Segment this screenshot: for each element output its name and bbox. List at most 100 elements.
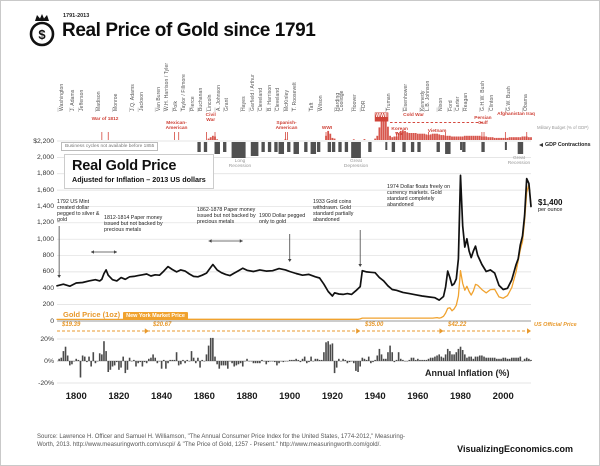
annotation-1792-mint: 1792 US Mint created dollar pegged to si… (57, 199, 100, 224)
inflation-bar (165, 361, 167, 369)
inflation-bar (105, 351, 107, 361)
inflation-bar (252, 361, 255, 364)
inflation-bar (453, 354, 455, 361)
military-budget-bar (382, 113, 385, 140)
recession-bar (261, 142, 265, 152)
inflation-bar (478, 355, 481, 361)
military-budget-bar (461, 136, 464, 140)
inflation-bar (461, 350, 464, 361)
annotation-1862-paper-money: 1862-1878 Paper money issued but not bac… (197, 207, 256, 226)
inflation-bar (143, 361, 146, 363)
inflation-bar (141, 361, 144, 367)
recession-bar (231, 142, 246, 158)
inflation-bar (205, 354, 208, 361)
inflation-bar (77, 359, 80, 361)
inflation-bar (86, 361, 88, 363)
inflation-bar (297, 359, 300, 361)
military-budget-bar (376, 135, 379, 140)
coin-icon: $ (25, 12, 59, 53)
inflation-bar (94, 361, 97, 364)
inflation-bar (128, 357, 131, 361)
inflation-bar (278, 361, 280, 364)
military-budget-bar (510, 137, 513, 140)
inflation-bar (254, 361, 257, 364)
inflation-bar (483, 356, 485, 361)
military-budget-bar (431, 133, 434, 140)
inflation-bar (470, 356, 473, 361)
military-budget-bar (442, 135, 445, 140)
inflation-bar (438, 354, 440, 361)
recession-bar (417, 142, 421, 152)
military-budget-bar (515, 137, 517, 140)
recession-bar (250, 142, 259, 156)
inflation-bar (431, 357, 434, 361)
military-budget-bar (523, 136, 526, 140)
price-callout-unit: per ounce (538, 207, 563, 214)
recession-bar (274, 142, 278, 152)
military-budget-bar (519, 137, 522, 140)
inflation-bar (387, 352, 389, 361)
inflation-bar (156, 361, 159, 364)
inflation-bar (410, 357, 413, 361)
official-price-arrow (439, 328, 444, 334)
inflation-bar (152, 354, 154, 361)
inflation-bar (239, 361, 242, 364)
inflation-bar (496, 358, 498, 361)
inflation-bar (419, 359, 421, 361)
annotation-arrowhead (358, 264, 362, 267)
military-budget-bar (207, 138, 210, 140)
military-budget-bar (333, 138, 336, 140)
inflation-bar (58, 358, 60, 361)
military-budget-bar (502, 137, 505, 140)
inflation-bar (207, 345, 210, 361)
inflation-bar (122, 356, 124, 361)
inflation-bar (98, 353, 101, 361)
inflation-bar (440, 356, 443, 361)
inflation-bar (329, 344, 332, 361)
military-budget-bar (404, 130, 406, 140)
recession-bar (316, 142, 321, 152)
inflation-bar (265, 361, 268, 365)
inflation-bar (214, 356, 216, 361)
recession-label-long: Long Recession (228, 159, 252, 170)
inflation-bar (412, 357, 415, 361)
svg-text:$: $ (38, 27, 46, 42)
official-price-19-39: $19.39 (62, 321, 81, 328)
inflation-bar (391, 352, 394, 361)
inflation-bar (184, 361, 186, 364)
inflation-bar (333, 361, 336, 374)
military-budget-bar (331, 137, 334, 140)
inflation-bar (487, 357, 490, 361)
inflation-bar (177, 361, 180, 366)
inflation-bar (399, 358, 402, 361)
brand-link[interactable]: VisualizingEconomics.com (457, 444, 573, 454)
inflation-bar (346, 361, 349, 364)
military-budget-label: Military Budget (% of GDP) (537, 125, 589, 130)
inflation-bar (342, 358, 344, 361)
inflation-bar (500, 358, 502, 361)
inflation-bar (370, 361, 372, 364)
inflation-bar (359, 361, 361, 367)
official-price-arrow (144, 328, 149, 334)
official-price-arrow (356, 328, 361, 334)
military-budget-bar (374, 138, 377, 140)
inflation-bar (389, 345, 391, 361)
inflation-bar (299, 361, 302, 363)
military-budget-bar (416, 133, 419, 140)
inflation-bar (237, 361, 240, 365)
inflation-bar (182, 359, 184, 361)
inflation-bar (231, 361, 233, 364)
inflation-bar (459, 346, 462, 361)
inflation-bar (348, 361, 351, 363)
inflation-bar (523, 358, 526, 361)
military-budget-bar (466, 135, 468, 140)
recession-bar (368, 142, 372, 152)
military-budget-bar (436, 133, 438, 140)
recession-bar (436, 142, 440, 152)
inflation-bar (303, 356, 306, 361)
military-budget-bar (384, 114, 387, 140)
inflation-bar (380, 354, 383, 361)
inflation-bar (282, 361, 285, 363)
recession-bar (344, 142, 349, 152)
military-budget-bar (463, 135, 466, 140)
